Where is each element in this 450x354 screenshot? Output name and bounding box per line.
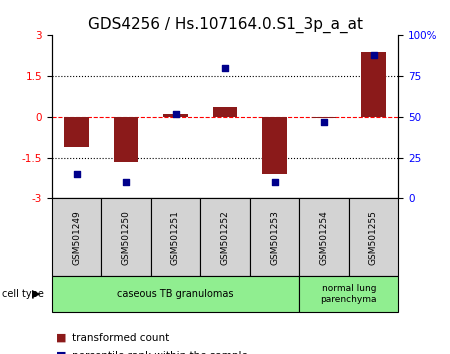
Bar: [361, 52, 386, 117]
Text: cell type: cell type: [2, 289, 44, 299]
Text: ▶: ▶: [32, 289, 41, 299]
Text: GSM501250: GSM501250: [122, 210, 130, 265]
Point: [370, 52, 377, 58]
Bar: [113, 117, 139, 161]
Text: GSM501249: GSM501249: [72, 210, 81, 264]
Text: GSM501252: GSM501252: [220, 210, 230, 264]
Point: [320, 119, 328, 125]
Point: [221, 65, 229, 71]
Text: GSM501255: GSM501255: [369, 210, 378, 265]
Text: GSM501254: GSM501254: [320, 210, 328, 264]
Bar: [52, 276, 299, 312]
Text: percentile rank within the sample: percentile rank within the sample: [72, 351, 248, 354]
Bar: [299, 276, 398, 312]
Text: GSM501253: GSM501253: [270, 210, 279, 265]
Bar: [250, 198, 299, 276]
Text: normal lung
parenchyma: normal lung parenchyma: [320, 284, 377, 303]
Text: ■: ■: [56, 351, 67, 354]
Bar: [101, 198, 151, 276]
Bar: [262, 117, 287, 174]
Point: [172, 111, 179, 116]
Bar: [349, 198, 398, 276]
Bar: [200, 198, 250, 276]
Point: [73, 171, 80, 177]
Text: caseous TB granulomas: caseous TB granulomas: [117, 289, 234, 299]
Title: GDS4256 / Hs.107164.0.S1_3p_a_at: GDS4256 / Hs.107164.0.S1_3p_a_at: [87, 16, 363, 33]
Bar: [151, 198, 200, 276]
Bar: [163, 114, 188, 117]
Text: transformed count: transformed count: [72, 333, 169, 343]
Bar: [212, 107, 238, 117]
Point: [122, 179, 130, 185]
Bar: [64, 117, 89, 147]
Bar: [299, 198, 349, 276]
Text: ■: ■: [56, 333, 67, 343]
Point: [271, 179, 278, 185]
Bar: [52, 198, 101, 276]
Text: GSM501251: GSM501251: [171, 210, 180, 265]
Bar: [311, 117, 337, 118]
